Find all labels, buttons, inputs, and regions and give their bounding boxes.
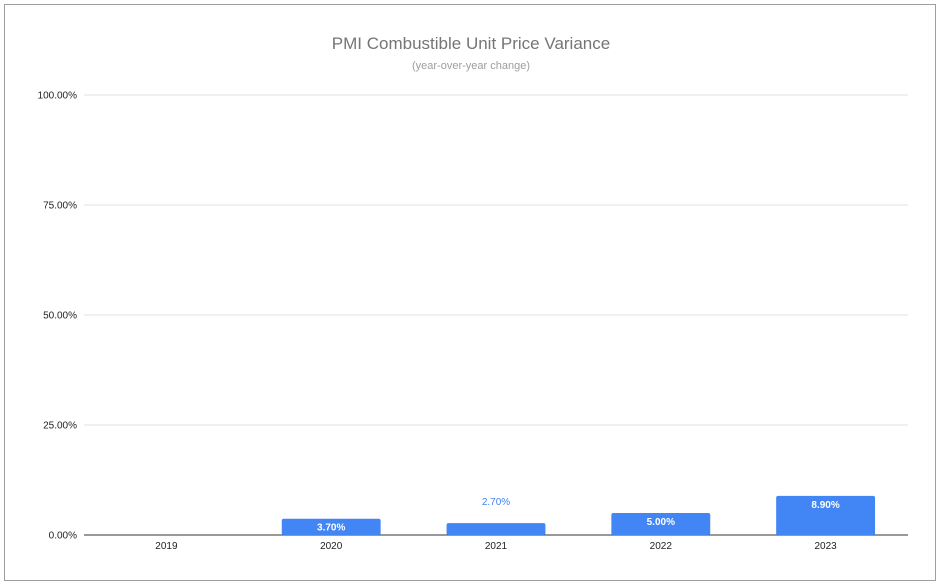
x-tick-label: 2021 [485,541,508,552]
chart-subtitle: (year-over-year change) [412,60,530,72]
y-tick-label: 100.00% [38,91,78,102]
y-tick-label: 75.00% [43,201,77,212]
data-label-2022: 5.00% [647,517,675,528]
bar-2020 [281,518,381,535]
x-tick-label: 2019 [155,541,178,552]
y-tick-label: 25.00% [43,421,77,432]
x-tick-label: 2022 [650,541,673,552]
gridlines [84,94,908,536]
x-tick-label: 2023 [814,541,837,552]
bar-2022 [611,513,711,535]
bar-2023 [776,495,876,535]
data-labels: 3.70% 2.70% 5.00% 8.90% [317,497,840,534]
y-axis-tick-labels: 0.00% 25.00% 50.00% 75.00% 100.00% [38,91,78,542]
y-tick-label: 0.00% [49,531,77,542]
chart-frame [4,4,936,581]
chart-title: PMI Combustible Unit Price Variance [332,34,610,53]
bar-2021 [446,523,546,535]
bars [281,495,876,535]
data-label-2020: 3.70% [317,523,345,534]
data-label-2021: 2.70% [482,497,510,508]
data-label-2023: 8.90% [811,500,839,511]
y-tick-label: 50.00% [43,311,77,322]
x-tick-label: 2020 [320,541,343,552]
x-axis-tick-labels: 2019 2020 2021 2022 2023 [155,541,837,552]
